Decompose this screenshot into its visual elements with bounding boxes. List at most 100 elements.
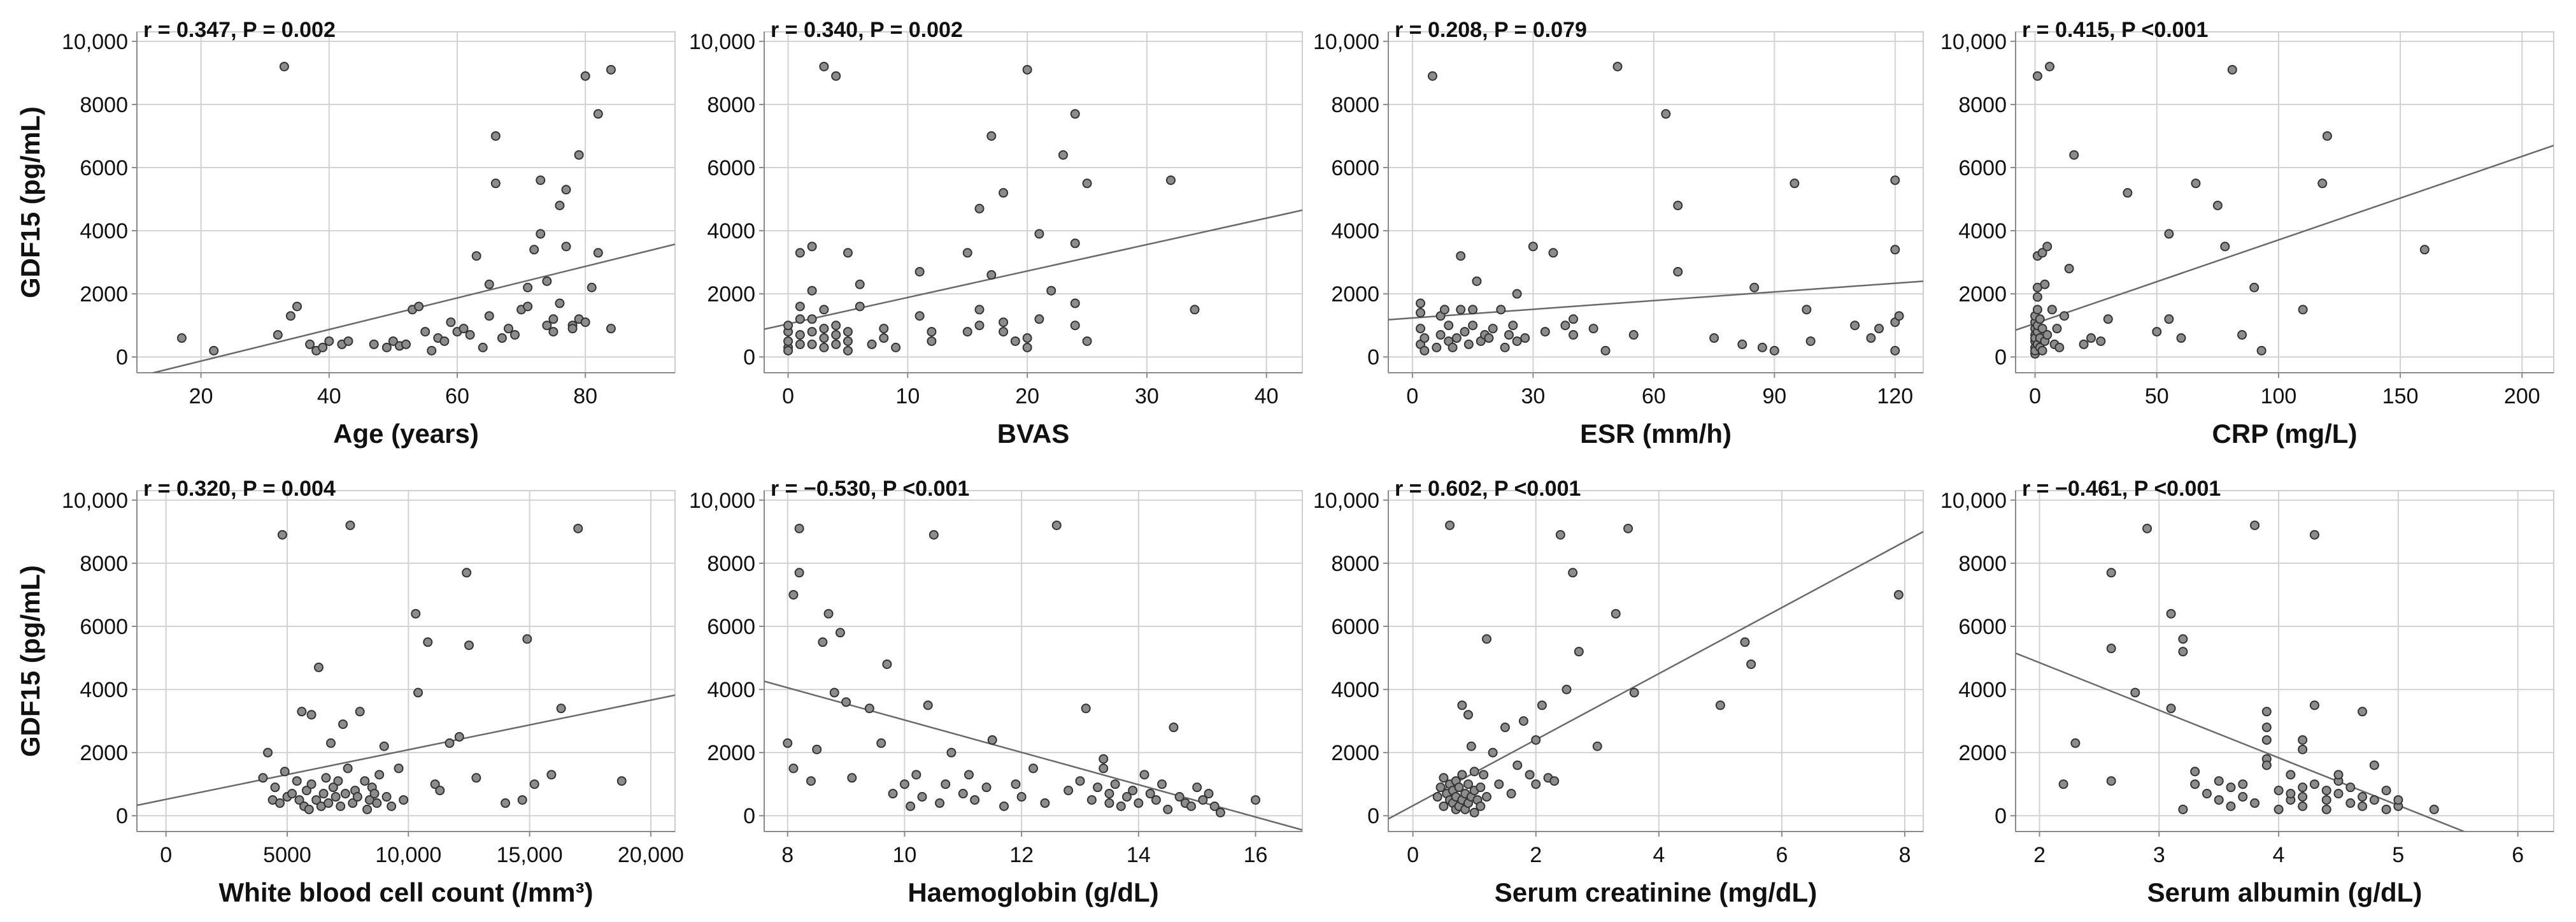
data-point — [1022, 64, 1032, 75]
data-point — [1629, 688, 1639, 698]
data-point — [311, 795, 322, 805]
x-tick-label: 60 — [445, 384, 469, 408]
data-point — [561, 241, 571, 252]
data-point — [794, 568, 804, 578]
data-point — [2274, 786, 2284, 796]
data-point — [2178, 804, 2188, 814]
data-point — [2345, 782, 2356, 793]
data-point — [1893, 589, 1904, 600]
data-point — [2369, 795, 2379, 805]
data-point — [917, 792, 927, 802]
data-point — [2079, 339, 2089, 349]
y-tick-label: 10,000 — [1940, 30, 2007, 54]
data-point — [1569, 330, 1579, 340]
data-point — [2052, 324, 2062, 334]
data-point — [2214, 776, 2224, 786]
data-point — [1588, 324, 1598, 334]
data-point — [399, 795, 409, 805]
data-point — [1439, 305, 1449, 315]
data-point — [2191, 178, 2201, 189]
data-point — [326, 738, 336, 748]
data-point — [891, 342, 901, 352]
data-point — [882, 659, 892, 669]
data-point — [2045, 61, 2055, 71]
x-tick-label: 2 — [1530, 843, 1542, 867]
x-tick-label: 4 — [1653, 843, 1665, 867]
data-point — [1537, 700, 1547, 710]
x-tick-label: 12 — [1009, 843, 1034, 867]
data-point — [1416, 298, 1426, 308]
data-point — [1209, 801, 1220, 811]
data-point — [542, 276, 552, 286]
data-point — [352, 792, 362, 802]
data-point — [1520, 333, 1530, 343]
data-point — [275, 798, 285, 808]
y-tick-label: 8000 — [80, 93, 128, 117]
data-point — [580, 71, 590, 81]
data-point — [2214, 795, 2224, 805]
data-point — [1420, 333, 1430, 343]
data-point — [1512, 336, 1522, 346]
data-point — [831, 71, 841, 81]
data-point — [2261, 760, 2272, 770]
data-point — [2042, 330, 2053, 340]
data-point — [819, 324, 829, 334]
data-point — [831, 321, 841, 331]
data-point — [1070, 321, 1080, 331]
data-point — [606, 324, 616, 334]
data-point — [1540, 327, 1550, 337]
data-point — [1472, 276, 1482, 286]
data-point — [876, 738, 886, 748]
data-point — [1022, 342, 1032, 352]
data-point — [999, 188, 1009, 198]
data-point — [1086, 795, 1097, 805]
data-point — [2035, 314, 2045, 324]
data-point — [1488, 747, 1498, 758]
regression-line — [137, 694, 675, 807]
data-point — [1661, 109, 1671, 119]
data-point — [318, 789, 329, 799]
data-point — [795, 339, 805, 349]
plot-frame — [1388, 31, 1924, 373]
data-point — [343, 763, 353, 774]
data-point — [1082, 178, 1092, 189]
data-point — [2322, 131, 2332, 141]
data-point — [2058, 779, 2068, 789]
data-point — [555, 200, 565, 210]
y-axis-label: GDF15 (pg/mL) — [15, 565, 45, 757]
x-tick-label: 200 — [2504, 384, 2540, 408]
data-point — [523, 282, 533, 292]
data-point — [306, 779, 317, 789]
x-axis-label: Serum creatinine (mg/dL) — [1495, 877, 1817, 907]
data-point — [593, 248, 603, 258]
data-point — [1466, 741, 1476, 751]
plot-frame — [136, 31, 676, 373]
data-point — [1204, 789, 1214, 799]
data-point — [285, 311, 295, 321]
x-tick-label: 10 — [893, 843, 917, 867]
y-tick-label: 2000 — [1331, 741, 1379, 765]
data-point — [795, 330, 805, 340]
data-point — [1099, 754, 1109, 764]
panel-creatinine: 0 2000 4000 6000 8000 10,000 0 2 4 6 8 r = 0.602, P… — [1313, 477, 1924, 907]
x-tick-label: 5000 — [263, 843, 311, 867]
data-point — [2261, 735, 2272, 745]
data-point — [1562, 684, 1572, 695]
data-point — [1165, 175, 1176, 185]
data-point — [318, 342, 328, 352]
data-point — [529, 245, 539, 255]
data-point — [2166, 609, 2176, 619]
x-tick-label: 40 — [317, 384, 341, 408]
data-point — [2226, 782, 2236, 793]
y-tick-label: 10,000 — [1940, 489, 2007, 513]
data-point — [962, 248, 972, 258]
data-point — [1508, 321, 1518, 331]
data-point — [929, 529, 939, 540]
data-point — [788, 589, 799, 600]
data-point — [1740, 637, 1750, 647]
data-point — [819, 305, 829, 315]
y-tick-label: 6000 — [1958, 615, 2007, 639]
data-point — [899, 779, 909, 789]
plot-frame — [764, 31, 1303, 373]
y-tick-label: 0 — [116, 804, 128, 828]
